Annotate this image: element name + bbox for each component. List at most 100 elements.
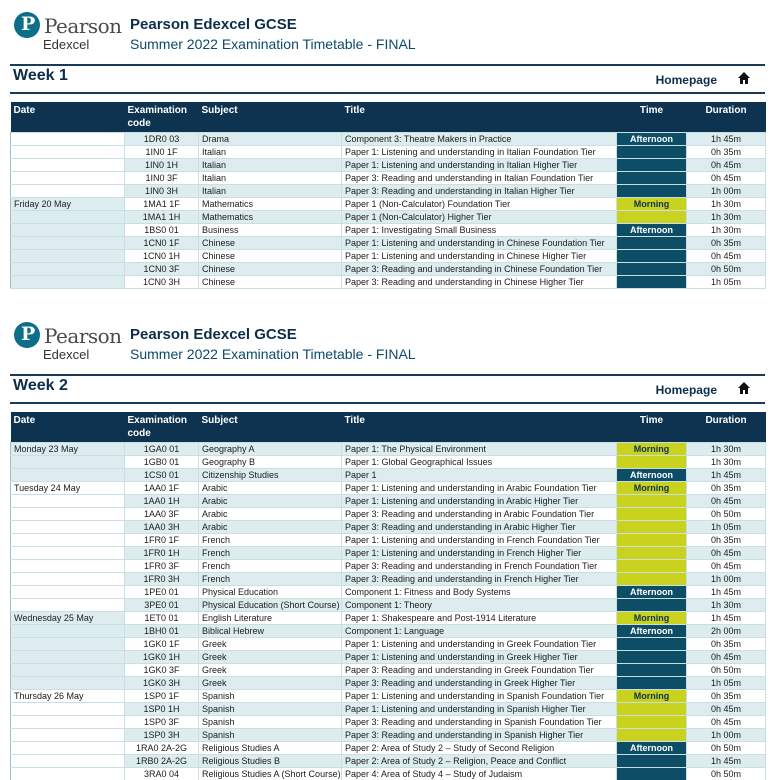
homepage-link[interactable]: Homepage xyxy=(655,383,717,397)
table-header-row: Date Examination code Subject Title Time … xyxy=(10,412,766,443)
time-cell xyxy=(616,184,687,198)
table-row: 1GK0 1H Greek Paper 1: Listening and under… xyxy=(10,650,766,664)
time-cell: Afternoon xyxy=(616,741,687,755)
home-icon[interactable] xyxy=(737,381,751,395)
exam-code-cell: 1MA1 1H xyxy=(124,210,199,224)
title-cell: Paper 3: Reading and understanding in Fr… xyxy=(341,559,617,573)
table-row: 1IN0 3F Italian Paper 3: Reading and under… xyxy=(10,171,766,185)
table-row: 1CN0 1F Chinese Paper 1: Listening and und… xyxy=(10,236,766,250)
time-cell xyxy=(616,715,687,729)
time-cell: Afternoon xyxy=(616,223,687,237)
column-header-time: Time xyxy=(616,102,687,133)
subject-cell: Greek xyxy=(198,663,342,677)
exam-code-cell: 1IN0 3F xyxy=(124,171,199,185)
subject-cell: French xyxy=(198,533,342,547)
duration-cell: 0h 45m xyxy=(686,171,766,185)
title-cell: Paper 1: Listening and understanding in … xyxy=(341,481,617,495)
duration-cell: 1h 30m xyxy=(686,197,766,211)
exam-code-cell: 1FR0 3F xyxy=(124,559,199,573)
table-row: 1DR0 03 Drama Component 3: Theatre Makers … xyxy=(10,132,766,146)
table-row: 1PE0 01 Physical Education Component 1: Fi… xyxy=(10,585,766,599)
date-cell: Monday 23 May xyxy=(10,442,125,456)
duration-cell: 0h 50m xyxy=(686,507,766,521)
duration-cell: 1h 05m xyxy=(686,275,766,289)
time-cell xyxy=(616,210,687,224)
subject-cell: French xyxy=(198,546,342,560)
date-cell xyxy=(10,572,125,586)
time-cell xyxy=(616,637,687,651)
title-cell: Paper 3: Reading and understanding in Gr… xyxy=(341,676,617,690)
title-cell: Paper 3: Reading and understanding in Gr… xyxy=(341,663,617,677)
date-cell xyxy=(10,275,125,289)
time-cell xyxy=(616,767,687,780)
exam-code-cell: 1FR0 1H xyxy=(124,546,199,560)
time-cell xyxy=(616,275,687,289)
duration-cell: 0h 45m xyxy=(686,249,766,263)
time-cell xyxy=(616,650,687,664)
date-cell xyxy=(10,598,125,612)
duration-cell: 0h 45m xyxy=(686,494,766,508)
subject-cell: Chinese xyxy=(198,236,342,250)
exam-code-cell: 1MA1 1F xyxy=(124,197,199,211)
time-cell xyxy=(616,262,687,276)
subject-cell: Italian xyxy=(198,171,342,185)
duration-cell: 1h 00m xyxy=(686,572,766,586)
time-cell xyxy=(616,663,687,677)
exam-code-cell: 3RA0 04 xyxy=(124,767,199,780)
table-row: 1BH0 01 Biblical Hebrew Component 1: Langu… xyxy=(10,624,766,638)
exam-code-cell: 1GB0 01 xyxy=(124,455,199,469)
table-row: 1FR0 3H French Paper 3: Reading and unders… xyxy=(10,572,766,586)
column-header-title: Title xyxy=(341,102,617,133)
date-cell xyxy=(10,533,125,547)
duration-cell: 1h 45m xyxy=(686,611,766,625)
exam-code-cell: 1CN0 1H xyxy=(124,249,199,263)
time-cell xyxy=(616,520,687,534)
exam-code-cell: 1IN0 3H xyxy=(124,184,199,198)
exam-code-cell: 1ET0 01 xyxy=(124,611,199,625)
duration-cell: 0h 35m xyxy=(686,236,766,250)
column-header-code: Examination code xyxy=(124,102,199,133)
homepage-link[interactable]: Homepage xyxy=(655,73,717,87)
week-section-1: P Pearson Edexcel Pearson Edexcel GCSE S… xyxy=(10,12,766,289)
table-row: 1GB0 01 Geography B Paper 1: Global Geogra… xyxy=(10,455,766,469)
title-cell: Paper 1: Listening and understanding in … xyxy=(341,249,617,263)
time-cell xyxy=(616,455,687,469)
home-icon[interactable] xyxy=(737,71,751,85)
exam-code-cell: 1GK0 3F xyxy=(124,663,199,677)
title-cell: Paper 1: Listening and understanding in … xyxy=(341,702,617,716)
time-cell xyxy=(616,236,687,250)
duration-cell: 1h 30m xyxy=(686,210,766,224)
subject-cell: Mathematics xyxy=(198,197,342,211)
time-cell: Morning xyxy=(616,197,687,211)
title-cell: Paper 3: Reading and understanding in Sp… xyxy=(341,728,617,742)
subject-cell: Arabic xyxy=(198,507,342,521)
table-row: 1SP0 1H Spanish Paper 1: Listening and und… xyxy=(10,702,766,716)
table-row: Thursday 26 May 1SP0 1F Spanish Paper 1: Li… xyxy=(10,689,766,703)
title-cell: Paper 3: Reading and understanding in Ar… xyxy=(341,507,617,521)
time-cell xyxy=(616,546,687,560)
title-cell: Paper 1: Listening and understanding in … xyxy=(341,546,617,560)
date-cell xyxy=(10,468,125,482)
date-cell xyxy=(10,663,125,677)
date-cell xyxy=(10,676,125,690)
subject-cell: French xyxy=(198,559,342,573)
column-header-date: Date xyxy=(10,102,125,133)
date-cell xyxy=(10,520,125,534)
subject-cell: Geography A xyxy=(198,442,342,456)
week-section-2: P Pearson Edexcel Pearson Edexcel GCSE S… xyxy=(10,322,766,780)
title-cell: Paper 1 (Non-Calculator) Foundation Tier xyxy=(341,197,617,211)
time-cell: Afternoon xyxy=(616,624,687,638)
date-cell xyxy=(10,158,125,172)
logo-subtitle: Edexcel xyxy=(43,347,90,362)
duration-cell: 0h 35m xyxy=(686,689,766,703)
exam-code-cell: 1GK0 3H xyxy=(124,676,199,690)
subject-cell: Italian xyxy=(198,158,342,172)
duration-cell: 0h 45m xyxy=(686,702,766,716)
table-row: 1FR0 1F French Paper 1: Listening and unde… xyxy=(10,533,766,547)
title-cell: Paper 3: Reading and understanding in Fr… xyxy=(341,572,617,586)
table-row: 1IN0 3H Italian Paper 3: Reading and under… xyxy=(10,184,766,198)
date-cell xyxy=(10,507,125,521)
title-cell: Paper 3: Reading and understanding in It… xyxy=(341,171,617,185)
document-subtitle: Summer 2022 Examination Timetable - FINA… xyxy=(130,346,416,362)
subject-cell: Mathematics xyxy=(198,210,342,224)
